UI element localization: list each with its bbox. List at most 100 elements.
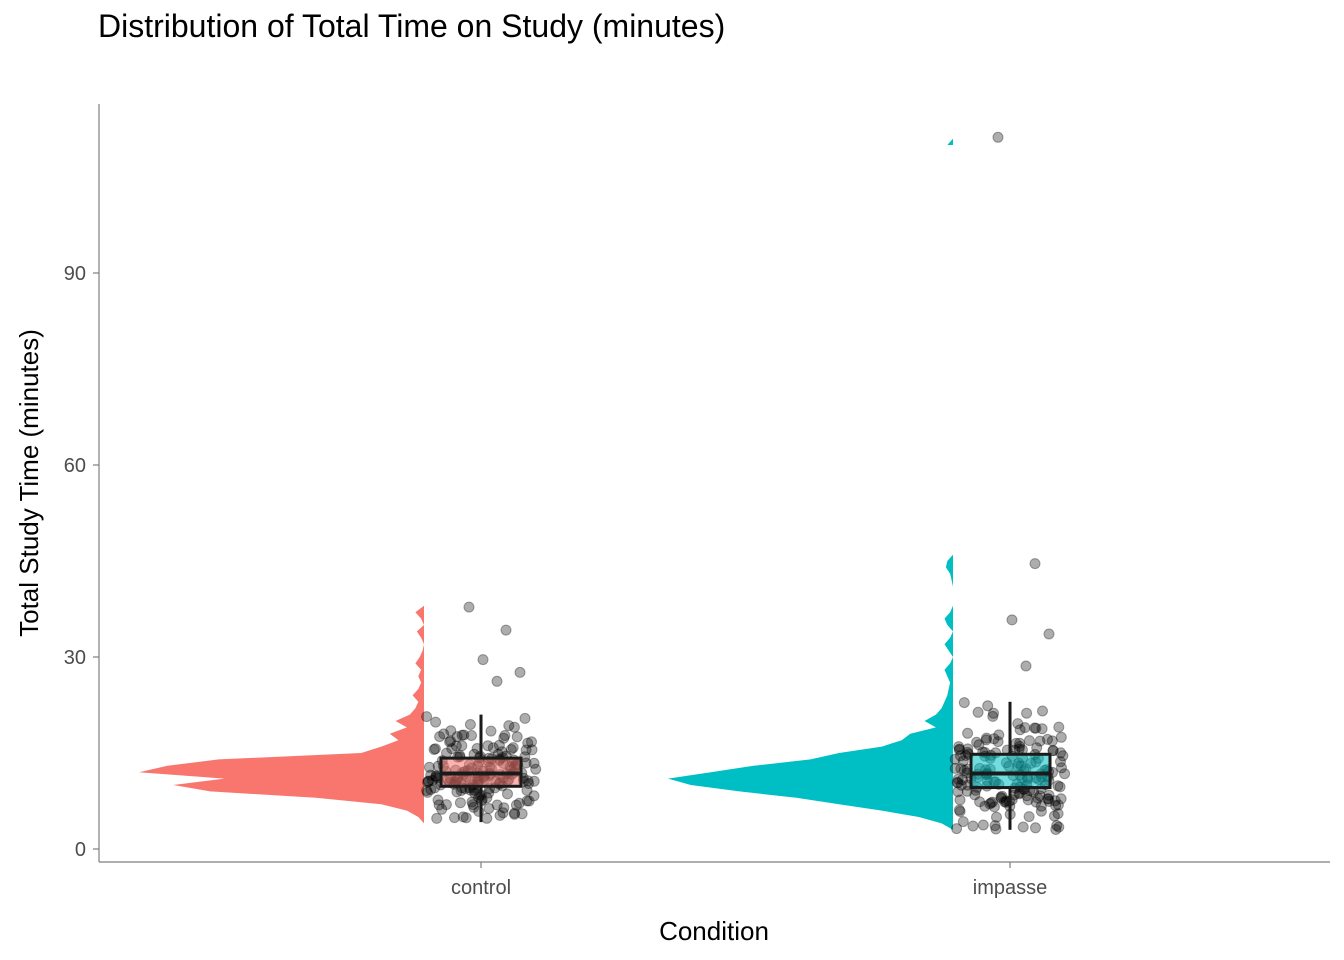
data-point-control [528,775,540,787]
data-point-control [511,731,523,743]
data-point-impasse [958,765,970,776]
data-point-impasse [1042,733,1053,745]
data-point-impasse [1014,737,1026,749]
data-point-impasse [1048,810,1060,822]
data-point-control [526,744,538,756]
data-point-impasse [990,823,1002,835]
data-point-control [497,807,509,819]
data-point-control [483,803,495,814]
data-point-impasse [1043,795,1055,807]
data-point-impasse [995,792,1007,804]
outlier-point-impasse [992,131,1004,143]
x-tick-label: impasse [973,877,1047,899]
boxplots [439,701,1052,830]
data-point-impasse [967,820,979,832]
data-point-control [429,782,441,794]
outlier-point-control [477,654,489,666]
data-point-impasse [986,796,998,808]
density-cloud-impasse [947,138,953,145]
data-point-impasse [962,743,974,755]
data-point-control [485,725,497,737]
data-point-impasse [1030,722,1042,734]
data-point-impasse [987,710,999,722]
data-point-control [530,763,542,775]
data-point-control [428,744,440,755]
y-tick-label: 30 [64,647,86,669]
data-point-impasse [954,743,966,755]
data-point-impasse [1057,750,1069,762]
data-point-impasse [1014,724,1026,736]
data-point-impasse [1021,707,1033,719]
data-point-impasse [1052,808,1064,820]
data-point-control [436,803,448,815]
data-point-control [457,811,469,823]
data-point-impasse [955,750,966,762]
data-point-control [422,776,434,788]
data-point-impasse [1034,790,1046,802]
data-point-impasse [1059,768,1071,780]
data-point-control [431,812,443,824]
x-axis-title: Condition [659,916,769,946]
data-point-impasse [953,804,965,816]
data-point-control [482,740,494,752]
data-point-control [522,737,534,749]
outlier-point-control [463,601,475,613]
data-point-control [502,788,513,800]
data-point-control [509,808,520,820]
data-point-control [421,711,433,723]
data-point-control [434,731,446,743]
data-point-impasse [1056,762,1067,774]
data-point-control [498,732,510,744]
data-point-control [421,785,433,796]
data-point-control [526,736,537,748]
data-point-impasse [962,727,974,739]
data-point-impasse [971,736,983,748]
data-point-control [445,735,457,747]
data-point-impasse [1037,705,1048,717]
data-point-control [513,797,525,809]
data-point-control [481,792,493,804]
y-tick-label: 90 [64,263,86,285]
data-point-impasse [957,755,969,767]
data-point-impasse [981,732,992,744]
data-point-impasse [952,773,964,785]
outlier-point-control [500,624,512,636]
data-point-impasse [949,753,961,765]
data-point-impasse [1012,718,1024,730]
data-point-impasse [1053,821,1065,833]
data-point-impasse [1023,811,1035,823]
data-point-control [516,808,528,820]
data-point-control [467,799,479,811]
data-point-impasse [1043,789,1055,801]
data-point-control [522,775,534,787]
x-tick-label: control [451,877,511,899]
data-point-impasse [1019,722,1031,734]
data-point-control [451,731,463,743]
data-point-control [523,778,535,789]
outlier-point-control [491,675,503,687]
outlier-point-control [514,666,526,678]
data-point-impasse [949,762,961,774]
y-ticks: 0 30 60 90 [64,263,99,861]
data-point-impasse [1050,824,1062,835]
data-point-impasse [1042,793,1054,805]
data-point-control [444,736,456,748]
data-point-control [466,796,478,808]
y-tick-label: 0 [75,839,86,861]
data-point-control [505,744,517,755]
data-point-control [429,743,441,755]
data-point-control [423,761,435,773]
data-point-impasse [955,763,967,775]
y-axis-title: Total Study Time (minutes) [14,329,44,637]
data-point-impasse [1055,747,1067,759]
data-point-impasse [952,786,964,798]
data-point-control [493,739,505,751]
data-point-impasse [988,733,1000,745]
data-point-impasse [1054,781,1066,793]
data-point-control [450,740,462,752]
data-point-impasse [992,736,1004,748]
data-point-control [446,743,458,755]
data-point-control [438,728,450,740]
data-point-control [423,775,434,787]
data-point-control [430,716,442,728]
